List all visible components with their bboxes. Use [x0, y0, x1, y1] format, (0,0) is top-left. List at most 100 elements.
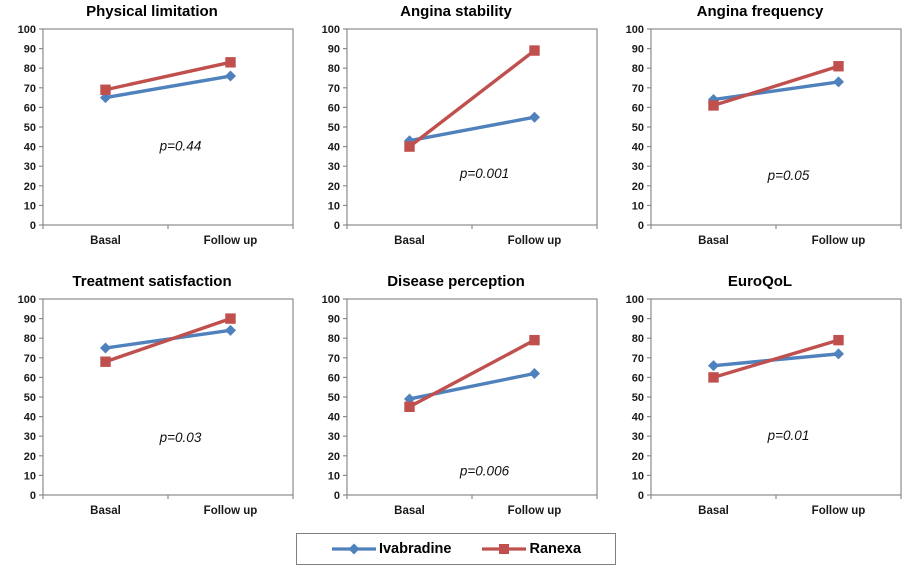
chart-cell-angina-stability: Angina stability 0 10 20 30 40 50 60 70 80 90 100 Ba…: [304, 0, 608, 260]
legend-label-ranexa: Ranexa: [529, 540, 582, 557]
y-tick-label: 60: [632, 372, 644, 384]
y-tick-label: 60: [632, 102, 644, 114]
diamond-marker: [529, 367, 540, 379]
legend-item-ivabradine: Ivabradine: [331, 540, 452, 557]
y-tick-label: 30: [632, 161, 644, 173]
y-tick-label: 0: [638, 490, 644, 502]
y-tick-label: 30: [328, 161, 340, 173]
y-tick-label: 20: [328, 451, 340, 463]
chart-title: EuroQoL: [727, 273, 793, 290]
series-line-ivabradine: [105, 74, 231, 100]
y-tick-label: 70: [328, 83, 340, 95]
legend: Ivabradine Ranexa: [295, 532, 617, 565]
y-tick-label: 70: [24, 83, 36, 95]
y-tick-label: 70: [632, 83, 644, 95]
square-marker: [529, 45, 540, 56]
diamond-marker: [833, 76, 844, 88]
y-tick-label: 40: [328, 142, 340, 154]
chart-plot-angina-frequency: 0 10 20 30 40 50 60 70 80 90 100 Basal Follow up p=0.…: [626, 24, 902, 247]
y-tick-label: 60: [328, 102, 340, 114]
y-tick-label: 50: [328, 122, 340, 134]
chart-title: Angina stability: [400, 3, 512, 20]
y-tick-label: 0: [334, 220, 340, 232]
diamond-icon: [348, 543, 360, 554]
square-marker: [100, 356, 111, 367]
y-tick-label: 100: [626, 294, 644, 306]
diamond-marker: [225, 70, 236, 82]
x-category-label: Basal: [698, 235, 729, 247]
y-tick-label: 0: [334, 490, 340, 502]
y-tick-label: 40: [24, 412, 36, 424]
chart-plot-disease-perception: 0 10 20 30 40 50 60 70 80 90 100 Basal Follow up p=0.…: [322, 294, 598, 517]
y-tick-label: 60: [328, 372, 340, 384]
plot-border: [42, 298, 294, 496]
y-tick-label: 80: [632, 63, 644, 75]
chart-title: Angina frequency: [696, 3, 824, 20]
square-marker: [708, 372, 719, 383]
y-tick-label: 20: [632, 451, 644, 463]
chart-cell-angina-frequency: Angina frequency 0 10 20 30 40 50 60 70 80 90 100 Ba…: [608, 0, 912, 260]
y-tick-label: 70: [24, 353, 36, 365]
y-tick-label: 20: [24, 451, 36, 463]
y-tick-label: 100: [322, 294, 340, 306]
y-tick-label: 90: [24, 44, 36, 56]
diamond-marker: [833, 348, 844, 360]
p-value-label: p=0.05: [767, 168, 810, 183]
square-marker: [404, 401, 415, 412]
y-tick-label: 50: [24, 122, 36, 134]
legend-label-ivabradine: Ivabradine: [378, 540, 452, 557]
y-tick-label: 100: [322, 24, 340, 36]
y-tick-label: 40: [632, 412, 644, 424]
x-category-label: Follow up: [508, 505, 562, 517]
x-category-label: Basal: [698, 505, 729, 517]
series-line-ranexa: [105, 60, 231, 92]
x-category-label: Follow up: [204, 235, 258, 247]
x-category-label: Basal: [394, 505, 425, 517]
y-tick-label: 90: [632, 44, 644, 56]
legend-row: Ivabradine Ranexa: [0, 525, 912, 572]
x-category-label: Follow up: [812, 505, 866, 517]
square-marker: [225, 57, 236, 68]
ivabradine-line-marker-icon: [331, 543, 376, 554]
y-tick-label: 0: [30, 220, 36, 232]
square-marker: [225, 313, 236, 324]
y-tick-label: 30: [24, 161, 36, 173]
chart-title: Treatment satisfaction: [72, 273, 232, 290]
x-category-label: Follow up: [812, 235, 866, 247]
y-tick-label: 70: [328, 353, 340, 365]
y-tick-label: 30: [328, 431, 340, 443]
square-marker: [529, 334, 540, 346]
y-tick-label: 80: [632, 333, 644, 345]
y-tick-label: 40: [24, 142, 36, 154]
chart-cell-euroqol: EuroQoL 0 10 20 30 40 50 60 70 80 90 100 Basal Follow…: [608, 260, 912, 525]
diamond-marker: [708, 360, 719, 372]
y-tick-label: 80: [328, 63, 340, 75]
series-line-ivabradine: [409, 115, 535, 143]
series-line-ranexa: [408, 49, 536, 148]
y-tick-label: 90: [328, 44, 340, 56]
x-category-label: Basal: [90, 505, 121, 517]
y-tick-label: 70: [632, 353, 644, 365]
p-value-label: p=0.44: [159, 139, 202, 154]
y-tick-label: 60: [24, 102, 36, 114]
chart-title: Disease perception: [387, 273, 525, 290]
x-category-label: Follow up: [204, 505, 258, 517]
square-marker: [833, 61, 844, 72]
p-value-label: p=0.006: [459, 463, 510, 478]
square-marker: [708, 100, 719, 111]
chart-plot-treatment-satisfaction: 0 10 20 30 40 50 60 70 80 90 100 Basal Follow up p=0.…: [18, 294, 294, 517]
series-line-ranexa: [713, 338, 839, 380]
p-value-label: p=0.03: [159, 430, 202, 445]
square-marker: [404, 141, 415, 152]
square-icon: [499, 543, 510, 554]
y-tick-label: 80: [328, 333, 340, 345]
y-tick-label: 100: [18, 24, 36, 36]
x-category-label: Basal: [394, 235, 425, 247]
chart-title: Physical limitation: [86, 3, 218, 20]
y-tick-label: 10: [632, 470, 644, 482]
y-tick-label: 60: [24, 372, 36, 384]
y-tick-label: 50: [632, 122, 644, 134]
chart-plot-euroqol: 0 10 20 30 40 50 60 70 80 90 100 Basal Follow up p=0.…: [626, 294, 902, 517]
series-line-ranexa: [408, 338, 536, 409]
y-tick-label: 50: [24, 392, 36, 404]
